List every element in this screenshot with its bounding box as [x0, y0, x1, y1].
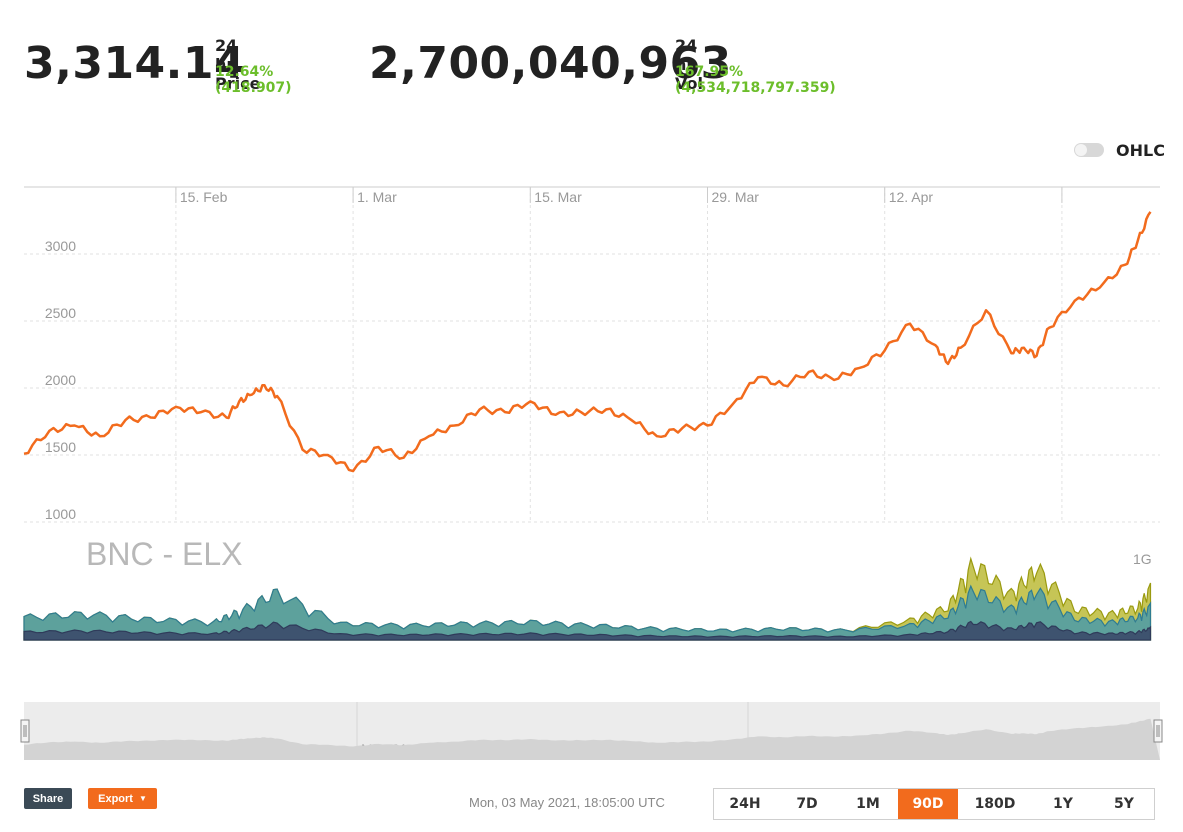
- price-label: 24 hr Price: [215, 36, 261, 93]
- y-tick-label: 1500: [45, 439, 76, 455]
- x-tick-label: 15. Mar: [534, 189, 582, 205]
- share-button[interactable]: Share: [24, 788, 72, 809]
- range-button-5y[interactable]: 5Y: [1114, 796, 1134, 812]
- grid: [24, 186, 1160, 523]
- ohlc-toggle-group[interactable]: OHLC: [1074, 140, 1165, 160]
- volume-axis-label: 1G: [1133, 551, 1152, 567]
- share-label: Share: [32, 792, 64, 805]
- x-tick-label: 15. Feb: [180, 189, 228, 205]
- ohlc-label: OHLC: [1116, 140, 1165, 160]
- caret-down-icon: ▼: [138, 794, 147, 803]
- export-label: Export: [98, 792, 133, 805]
- timestamp: Mon, 03 May 2021, 18:05:00 UTC: [469, 795, 665, 810]
- ohlc-toggle[interactable]: [1074, 143, 1104, 157]
- range-button-24h[interactable]: 24H: [729, 796, 761, 812]
- range-button-1m[interactable]: 1M: [856, 796, 880, 812]
- volume-value: 2,700,040,963: [369, 38, 732, 89]
- range-button-1y[interactable]: 1Y: [1053, 796, 1073, 812]
- y-axis-ticks: 1000 1500 2000 2500 3000: [45, 238, 76, 522]
- current-price: 3,314.14: [24, 38, 246, 89]
- range-selector: 24H 7D 1M 90D 180D 1Y 5Y: [713, 788, 1155, 820]
- volume-area-dark: [23, 620, 1152, 641]
- export-button[interactable]: Export ▼: [88, 788, 157, 809]
- x-tick-label: 12. Apr: [889, 189, 934, 205]
- price-line: [23, 211, 1152, 473]
- range-button-90d[interactable]: 90D: [898, 789, 958, 819]
- volume-change: 167.95% (4,534,718,797.359): [675, 64, 836, 96]
- price-change: 12.64% (418.907): [215, 64, 292, 96]
- navigator-handle-left[interactable]: [20, 719, 30, 743]
- range-button-7d[interactable]: 7D: [796, 796, 818, 812]
- range-button-180d[interactable]: 180D: [974, 796, 1016, 812]
- x-tick-label: 1. Mar: [357, 189, 397, 205]
- pair-watermark: BNC - ELX: [86, 536, 242, 572]
- toggle-knob: [1075, 144, 1087, 156]
- volume-area-teal: [23, 584, 1152, 641]
- navigator-series: [24, 718, 1160, 760]
- price-series: [23, 211, 1152, 473]
- price-chart[interactable]: 15. Feb 1. Mar 15. Mar 29. Mar 12. Apr 10001…: [0, 0, 1183, 770]
- volume-label: 24 hr Vol: [675, 36, 703, 93]
- volume-area: [23, 556, 1152, 641]
- y-tick-label: 1000: [45, 506, 76, 522]
- navigator[interactable]: Mar '21Apr '21: [20, 702, 1163, 760]
- y-tick-label: 3000: [45, 238, 76, 254]
- navigator-handle-right[interactable]: [1153, 719, 1163, 743]
- y-tick-label: 2000: [45, 372, 76, 388]
- x-axis-ticks: 15. Feb 1. Mar 15. Mar 29. Mar 12. Apr: [175, 187, 1063, 205]
- x-tick-label: 29. Mar: [711, 189, 759, 205]
- y-tick-label: 2500: [45, 305, 76, 321]
